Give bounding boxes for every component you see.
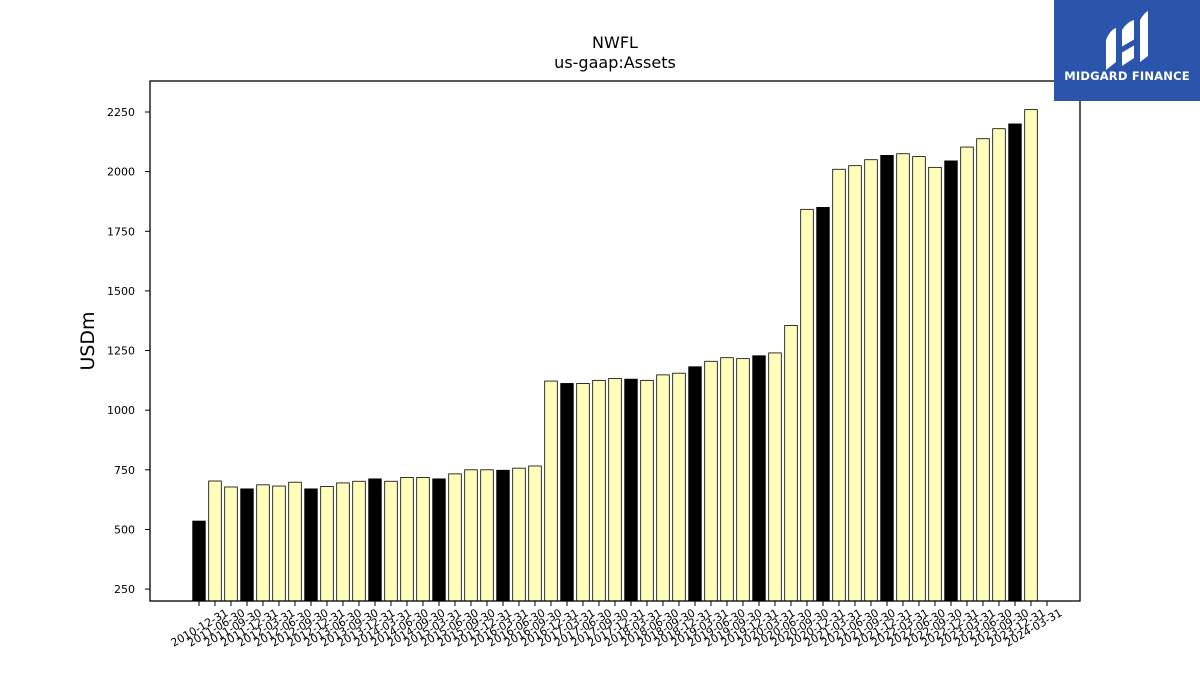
bar-2018-03-31 (656, 374, 670, 602)
y-axis-label: USDm (77, 311, 99, 370)
y-tick-label: 500 (114, 523, 135, 536)
bars-group (192, 109, 1038, 602)
bar-2016-06-30 (544, 380, 558, 602)
logo-text: MIDGARD FINANCE (1064, 69, 1190, 83)
y-tick-label: 1250 (107, 345, 135, 358)
y-tick-label: 1500 (107, 285, 135, 298)
bar-2021-12-31 (896, 153, 910, 602)
bar-2023-09-30 (1008, 123, 1022, 602)
y-tick-label: 1750 (107, 225, 135, 238)
bar-2015-09-30 (496, 469, 510, 602)
chart-title: NWFL (592, 33, 638, 52)
bar-2013-09-30 (368, 478, 382, 602)
bar-2016-03-31 (528, 465, 542, 602)
bar-2015-06-30 (480, 469, 494, 602)
bar-2021-09-30 (880, 155, 894, 602)
y-tick-label: 2000 (107, 166, 135, 179)
bar-2013-12-31 (384, 480, 398, 602)
bar-2023-06-30 (992, 128, 1006, 602)
bar-2019-03-31 (720, 357, 734, 602)
bar-2014-06-30 (416, 477, 430, 602)
bar-2014-03-31 (400, 477, 414, 602)
bar-2017-06-30 (608, 378, 622, 602)
bar-2015-03-31 (464, 469, 478, 602)
bar-2017-09-30 (624, 378, 638, 602)
bar-2013-03-31 (336, 482, 350, 602)
bar-2017-12-31 (640, 379, 654, 602)
bar-2022-06-30 (928, 166, 942, 602)
y-tick-label: 2250 (107, 106, 135, 119)
bar-2020-12-31 (832, 168, 846, 602)
bar-2011-06-30 (224, 486, 238, 602)
bar-2018-12-31 (704, 360, 718, 602)
y-tick-label: 250 (114, 583, 135, 596)
bar-2010-12-31 (192, 520, 206, 602)
bar-2022-12-31 (960, 146, 974, 602)
midgard-finance-logo: MIDGARD FINANCE (1054, 0, 1200, 101)
bar-2012-06-30 (288, 481, 302, 602)
bar-2022-09-30 (944, 160, 958, 602)
bar-2019-12-31 (768, 352, 782, 602)
bar-2020-09-30 (816, 207, 830, 602)
bar-2015-12-31 (512, 467, 526, 602)
bar-2011-03-31 (208, 480, 222, 602)
bar-2023-03-31 (976, 138, 990, 602)
bar-2013-06-30 (352, 480, 366, 602)
bar-2021-03-31 (848, 165, 862, 602)
bar-2019-09-30 (752, 355, 766, 602)
bar-2018-06-30 (672, 372, 686, 602)
y-tick-label: 1000 (107, 404, 135, 417)
bar-2020-03-31 (784, 325, 798, 602)
plot-frame (149, 80, 1081, 602)
x-axis: 2010-12-312011-06-302011-09-302011-12-31… (169, 601, 1065, 650)
bar-2011-12-31 (256, 484, 270, 602)
bar-2014-09-30 (432, 478, 446, 602)
bar-2012-03-31 (272, 485, 286, 602)
bar-2021-06-30 (864, 159, 878, 602)
bar-2023-12-31 (1024, 109, 1038, 602)
y-tick-label: 750 (114, 464, 135, 477)
bar-2011-09-30 (240, 488, 254, 602)
bar-2012-09-30 (304, 488, 318, 602)
bar-2014-12-31 (448, 473, 462, 602)
bar-2017-03-31 (592, 379, 606, 602)
bar-2018-09-30 (688, 366, 702, 602)
y-axis: 250 500 750 1000 1250 1500 1750 2000 2250 (107, 106, 150, 596)
bar-2019-06-30 (736, 358, 750, 602)
midgard-logo-icon (1106, 11, 1148, 70)
bar-2022-03-31 (912, 156, 926, 602)
bar-2016-12-31 (576, 383, 590, 602)
bar-2012-12-31 (320, 486, 334, 602)
chart-subtitle: us-gaap:Assets (554, 53, 676, 72)
bar-2020-06-30 (800, 208, 814, 602)
bar-2016-09-30 (560, 383, 574, 602)
